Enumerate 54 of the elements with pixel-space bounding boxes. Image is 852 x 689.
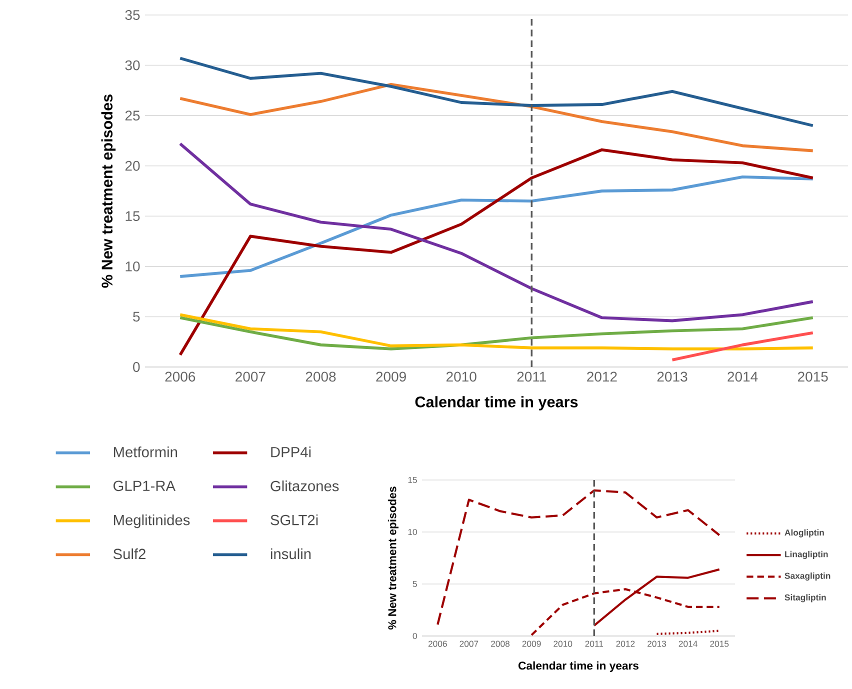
x-tick-label: 2010 (446, 372, 476, 382)
x-tick-label: 2012 (587, 372, 617, 382)
line-series (178, 56, 814, 128)
x-tick-label: 2015 (710, 640, 729, 647)
x-tick-label: 2009 (376, 372, 406, 382)
x-tick-label: 2014 (728, 372, 758, 382)
line-series (436, 489, 720, 626)
legend-label: DPP4i (271, 446, 311, 458)
legend-label: Sitagliptin (784, 594, 826, 602)
y-tick-label: 15 (408, 476, 417, 484)
y-tick-label: 20 (125, 160, 140, 171)
legend-label: insulin (270, 548, 311, 560)
legend-label: Meglitinides (114, 514, 190, 528)
y-axis-title: % New treatment episodes (388, 486, 398, 630)
y-tick-label: 25 (125, 110, 140, 121)
y-tick-label: 0 (133, 362, 140, 372)
y-tick-label: 10 (408, 528, 417, 536)
x-tick-label: 2013 (657, 372, 688, 382)
x-tick-label: 2013 (648, 640, 666, 647)
legend-label: Metformin (114, 446, 178, 458)
legend-label: GLP1-RA (114, 480, 176, 492)
legend-label: Sulf2 (113, 548, 146, 560)
x-tick-label: 2014 (678, 640, 698, 647)
x-axis-title: Calendar time in years (415, 396, 578, 410)
x-tick-label: 2010 (554, 640, 572, 647)
line-series (178, 148, 814, 356)
x-tick-label: 2012 (616, 640, 635, 647)
line-series (178, 142, 814, 322)
x-axis-title: Calendar time in years (518, 661, 638, 672)
x-tick-label: 2011 (585, 640, 604, 647)
x-tick-label: 2008 (491, 640, 510, 647)
y-tick-label: 15 (126, 211, 140, 222)
y-tick-label: 35 (125, 10, 140, 20)
x-tick-label: 2008 (306, 372, 336, 382)
x-tick-label: 2011 (517, 372, 546, 382)
y-tick-label: 10 (126, 261, 140, 272)
x-tick-label: 2009 (522, 640, 541, 647)
legend-label: Alogliptin (784, 529, 824, 538)
line-series (178, 82, 814, 152)
y-tick-label: 0 (412, 632, 417, 640)
y-tick-label: 5 (133, 312, 140, 322)
x-tick-label: 2015 (798, 372, 828, 382)
y-tick-label: 5 (412, 580, 417, 588)
y-tick-label: 30 (125, 60, 140, 70)
x-tick-label: 2007 (460, 640, 478, 647)
y-axis-title: % New treatment episodes (101, 94, 116, 288)
legend-label: Linagliptin (785, 550, 828, 560)
x-tick-label: 2006 (428, 640, 447, 647)
line-series (178, 175, 814, 278)
x-tick-label: 2007 (236, 372, 266, 382)
legend-label: Saxagliptin (784, 572, 830, 581)
legend-label: Glitazones (270, 480, 339, 492)
legend-label: SGLT2i (270, 514, 318, 526)
x-tick-label: 2006 (165, 372, 196, 382)
